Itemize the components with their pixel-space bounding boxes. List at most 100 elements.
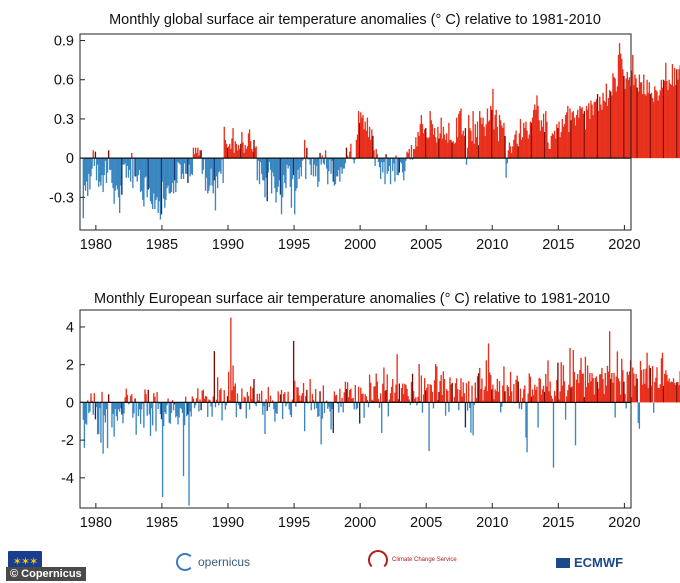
europe-bar xyxy=(222,401,224,403)
global-bar xyxy=(418,135,420,159)
europe-bar xyxy=(199,399,201,403)
global-bar xyxy=(422,133,425,159)
global-bar xyxy=(359,122,361,159)
europe-bar xyxy=(571,386,573,403)
europe-bar xyxy=(578,382,580,403)
global-bar xyxy=(83,158,86,186)
global-bar xyxy=(314,158,317,177)
europe-bar xyxy=(509,371,512,403)
europe-bar xyxy=(174,402,176,405)
global-bar xyxy=(171,158,174,183)
europe-bar xyxy=(322,385,325,403)
global-bar xyxy=(321,155,323,159)
global-bar xyxy=(307,158,309,160)
europe-bar xyxy=(346,382,349,403)
global-bar xyxy=(374,158,376,166)
global-x-tick-label: 2020 xyxy=(608,237,640,253)
global-bar xyxy=(396,158,398,176)
europe-bar xyxy=(243,396,245,403)
global-bar xyxy=(204,158,207,191)
europe-bar xyxy=(487,343,490,403)
global-bar xyxy=(436,142,438,159)
copyright-label: © Copernicus xyxy=(6,567,86,581)
global-bar xyxy=(664,81,666,159)
europe-bars xyxy=(82,317,680,506)
europe-bar xyxy=(482,400,484,403)
europe-bar xyxy=(192,398,195,403)
global-x-tick-label: 2015 xyxy=(542,237,574,253)
global-bar xyxy=(462,130,464,159)
europe-bar xyxy=(449,377,451,403)
global-bar xyxy=(613,77,615,159)
europe-x-axis: 1980 1985 1990 1995 2000 2005 2010 2015 2020 xyxy=(80,503,641,531)
global-bar xyxy=(246,146,249,159)
global-bar xyxy=(104,158,107,161)
global-bar xyxy=(90,158,92,177)
europe-bar xyxy=(525,402,527,438)
europe-bar xyxy=(678,385,680,403)
global-bar xyxy=(548,148,550,159)
global-bar xyxy=(330,158,332,174)
global-bar xyxy=(161,158,164,182)
global-bar xyxy=(632,54,634,159)
global-bar xyxy=(319,152,321,159)
europe-bar xyxy=(416,402,418,406)
global-bar xyxy=(93,158,95,166)
europe-bar xyxy=(210,402,212,407)
global-bar xyxy=(421,124,424,159)
global-bar xyxy=(544,132,546,159)
europe-bar xyxy=(125,388,127,403)
europe-bar xyxy=(628,371,631,403)
global-bar xyxy=(407,152,409,159)
global-bar xyxy=(615,91,617,159)
europe-bar xyxy=(596,381,599,403)
global-bar xyxy=(382,158,384,173)
global-bar xyxy=(450,139,452,159)
global-bar xyxy=(296,158,298,189)
global-bar xyxy=(519,118,522,159)
europe-bar xyxy=(254,402,256,405)
global-bar xyxy=(600,104,602,159)
europe-bar xyxy=(106,402,109,449)
global-bar xyxy=(595,99,598,159)
europe-y-tick-label: 4 xyxy=(66,320,74,336)
global-bar xyxy=(360,112,362,159)
europe-bar xyxy=(288,402,290,410)
europe-bar xyxy=(198,402,200,412)
europe-bar xyxy=(134,398,136,403)
europe-bar xyxy=(250,386,252,403)
global-bar xyxy=(106,158,109,173)
global-bar xyxy=(667,90,669,159)
global-bar xyxy=(564,115,567,159)
europe-bar xyxy=(419,400,421,403)
global-bar xyxy=(510,152,513,159)
global-bar xyxy=(497,141,500,159)
global-bar xyxy=(193,154,196,159)
europe-bar xyxy=(252,388,254,403)
europe-bar xyxy=(341,397,343,403)
europe-bar xyxy=(258,393,261,403)
global-bar xyxy=(411,158,414,160)
global-x-tick-label: 1995 xyxy=(278,237,310,253)
global-y-tick-label: 0 xyxy=(66,151,74,167)
europe-bar xyxy=(548,391,550,403)
europe-bar xyxy=(161,402,164,498)
global-bar xyxy=(276,158,278,193)
global-bar xyxy=(277,158,279,187)
global-bar xyxy=(274,158,276,189)
global-bar xyxy=(200,150,202,159)
europe-bar xyxy=(634,385,636,403)
europe-bar xyxy=(664,373,666,403)
global-bar xyxy=(237,145,240,159)
europe-bar xyxy=(581,373,583,403)
global-bar xyxy=(486,108,489,159)
global-bar xyxy=(158,158,160,202)
global-bar xyxy=(243,152,245,159)
europe-bar xyxy=(83,402,86,448)
europe-bar xyxy=(360,387,362,403)
global-bar xyxy=(634,74,636,159)
global-bar xyxy=(92,150,94,159)
global-bar xyxy=(590,100,592,159)
europe-bar xyxy=(170,402,173,413)
global-bar xyxy=(226,147,229,159)
